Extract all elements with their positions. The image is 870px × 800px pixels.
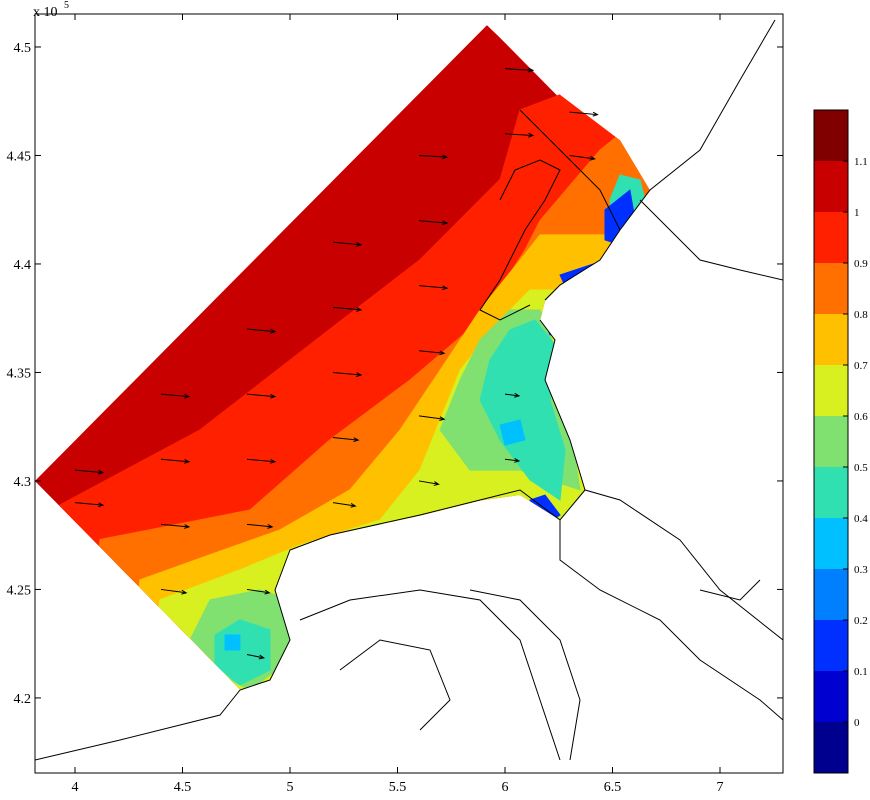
colorbar-tick-label: 0.5 xyxy=(854,462,868,474)
vector-arrow xyxy=(418,480,440,486)
contour-region xyxy=(224,634,241,651)
vector-arrow xyxy=(418,154,449,160)
vector-arrow xyxy=(246,588,271,595)
colorbar-swatch xyxy=(814,263,848,314)
vector-arrow xyxy=(569,111,599,117)
x-tick-label: 4 xyxy=(71,780,78,795)
vector-arrow xyxy=(246,328,277,334)
y-tick-label: 4.4 xyxy=(14,258,32,273)
vector-arrow xyxy=(504,67,535,73)
colorbar-tick-label: 1 xyxy=(854,207,860,219)
x-exponent-label: x 10 xyxy=(33,5,58,20)
vector-arrow xyxy=(160,393,191,399)
colorbar-swatch xyxy=(814,161,848,212)
colorbar-swatch xyxy=(814,518,848,569)
colorbar-tick-label: 0.3 xyxy=(854,564,868,576)
y-tick-label: 4.35 xyxy=(7,366,32,381)
y-tick-label: 4.25 xyxy=(7,583,32,598)
x-tick-label: 4.5 xyxy=(174,780,192,795)
colorbar-swatch xyxy=(814,314,848,365)
vector-arrow xyxy=(246,393,277,399)
coastline xyxy=(35,19,783,761)
colorbar-swatch xyxy=(814,722,848,773)
contour-region xyxy=(499,419,526,446)
vector-arrow xyxy=(160,523,191,529)
vector-arrow xyxy=(504,392,521,398)
vector-arrow xyxy=(418,285,449,291)
colorbar-tick-label: 0.9 xyxy=(854,258,868,270)
colorbar-frame xyxy=(813,109,849,774)
colorbar-swatch xyxy=(814,467,848,518)
vector-arrow xyxy=(246,523,274,529)
x-tick-label: 5.5 xyxy=(389,780,407,795)
x-tick-label: 7 xyxy=(717,780,724,795)
colorbar-tick-label: 0.7 xyxy=(854,360,868,372)
vector-arrow xyxy=(160,588,188,595)
vector-arrow xyxy=(332,241,363,247)
colorbar-swatch xyxy=(814,212,848,263)
colorbar-tick-label: 0.4 xyxy=(854,513,868,525)
x-exponent-power: 5 xyxy=(64,0,69,11)
colorbar-tick-label: 1.1 xyxy=(854,156,868,168)
colorbar-swatch xyxy=(814,110,848,161)
colorbar-tick-label: 0 xyxy=(854,717,860,729)
vector-arrow xyxy=(160,458,191,464)
colorbar-swatch xyxy=(814,569,848,620)
vector-arrow xyxy=(332,371,363,377)
vector-arrow xyxy=(74,502,105,508)
colorbar-swatch xyxy=(814,671,848,722)
colorbar-swatch xyxy=(814,365,848,416)
colorbar-swatch xyxy=(814,620,848,671)
vector-arrow xyxy=(418,415,446,422)
vector-arrow xyxy=(504,458,521,463)
vectors xyxy=(74,67,599,660)
vector-arrow xyxy=(246,654,266,660)
x-tick-label: 6.5 xyxy=(604,780,622,795)
colorbar-tick-label: 0.6 xyxy=(854,411,868,423)
y-tick-label: 4.3 xyxy=(14,475,32,490)
vector-arrow xyxy=(332,306,363,312)
vector-arrow xyxy=(418,350,446,356)
colorbar-tick-label: 0.8 xyxy=(854,309,868,321)
x-tick-label: 5 xyxy=(286,780,293,795)
y-tick-label: 4.2 xyxy=(14,692,32,707)
y-tick-label: 4.5 xyxy=(14,41,32,56)
vector-arrow xyxy=(332,437,360,443)
vector-arrow xyxy=(569,154,596,161)
vector-arrow xyxy=(246,458,277,464)
x-tick-label: 6 xyxy=(501,780,508,795)
colorbar-tick-label: 0.1 xyxy=(854,666,868,678)
colorbar-tick-label: 0.2 xyxy=(854,615,868,627)
vector-arrow xyxy=(74,469,105,475)
contour-region xyxy=(479,319,566,501)
plot-frame xyxy=(34,13,784,774)
vector-arrow xyxy=(418,220,449,226)
colorbar-swatch xyxy=(814,416,848,467)
vector-arrow xyxy=(332,502,357,508)
y-tick-label: 4.45 xyxy=(7,149,32,164)
vector-arrow xyxy=(504,132,535,138)
